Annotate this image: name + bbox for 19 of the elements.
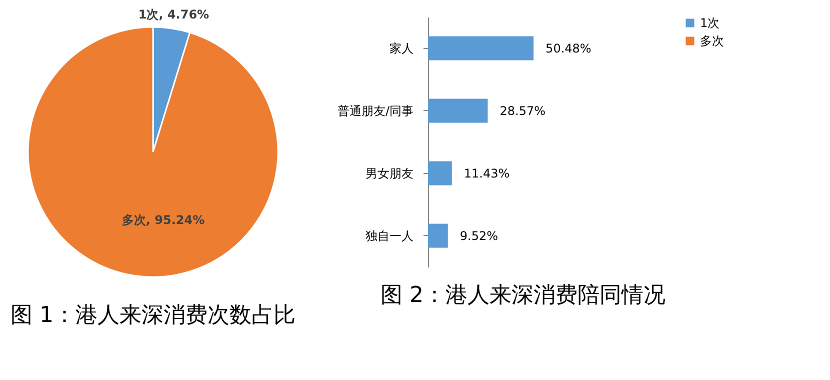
y-tick-label: 独自一人 <box>366 228 414 243</box>
data-label: 11.43% <box>464 166 510 180</box>
y-tick-label: 普通朋友/同事 <box>337 104 414 118</box>
pie-slice <box>27 26 279 278</box>
bar <box>428 161 452 186</box>
bar <box>428 36 534 60</box>
data-label: 1次, 4.76% <box>138 8 210 22</box>
bar <box>428 98 488 123</box>
y-tick-label: 男女朋友 <box>366 166 414 180</box>
data-label: 50.48% <box>546 41 592 56</box>
data-label: 9.52% <box>460 228 498 243</box>
data-label: 28.57% <box>500 104 546 118</box>
legend-label: 多次 <box>700 34 724 48</box>
bar <box>428 224 448 248</box>
legend-label: 1次 <box>700 16 720 30</box>
text: 图 1：港人来深消费次数占比 <box>10 303 296 328</box>
y-tick-label: 家人 <box>390 41 414 56</box>
text: 图 2：港人来深消费陪同情况 <box>380 283 666 308</box>
data-label: 多次, 95.24% <box>122 212 205 227</box>
